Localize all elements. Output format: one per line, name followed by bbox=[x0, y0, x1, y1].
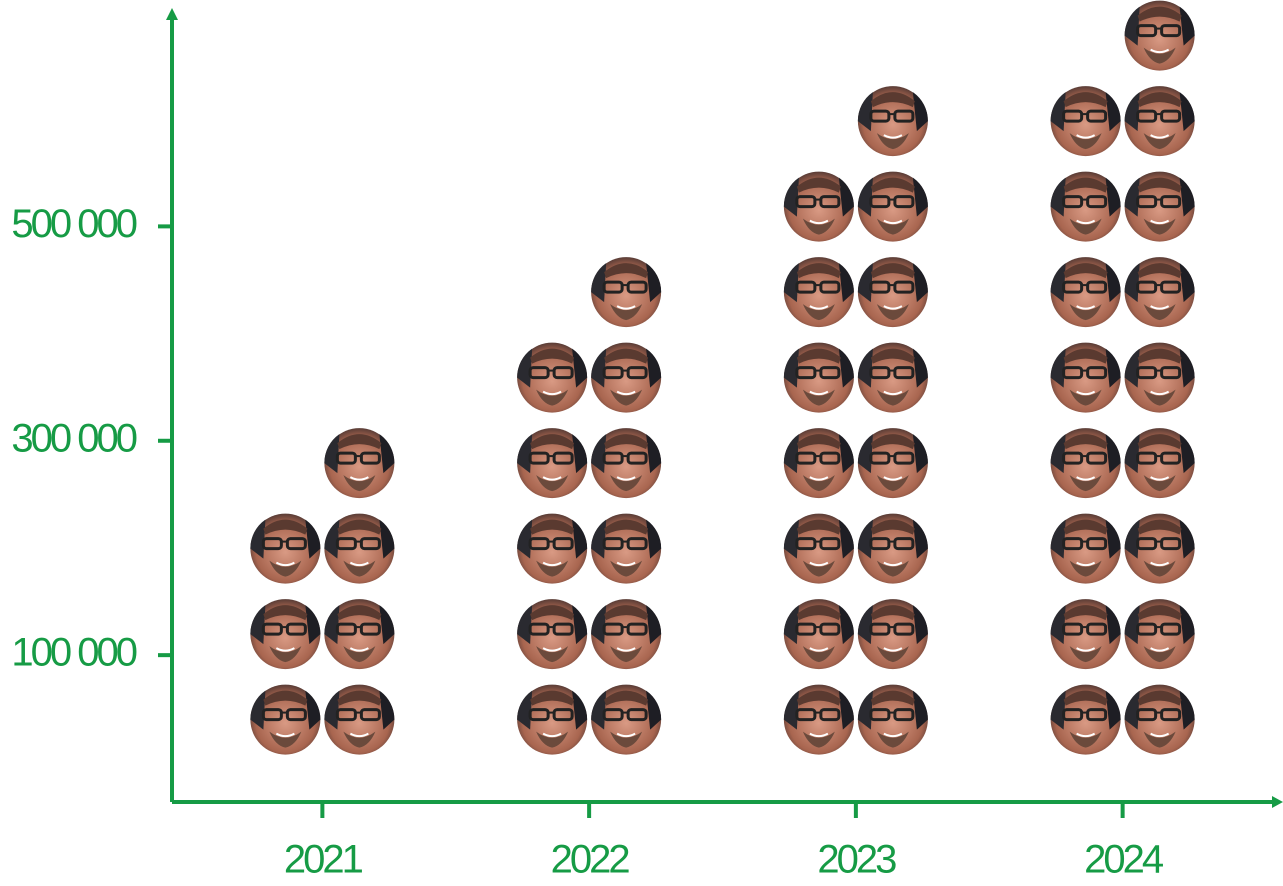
face-icon bbox=[248, 597, 322, 671]
face-icon bbox=[856, 683, 930, 757]
face-icon bbox=[856, 255, 930, 329]
face-icon bbox=[1049, 512, 1123, 586]
face-icon bbox=[856, 597, 930, 671]
face-icon bbox=[1123, 170, 1197, 244]
y-tick-label: 500 000 bbox=[11, 202, 136, 246]
icon-stack bbox=[248, 426, 396, 757]
icon-stack bbox=[515, 255, 663, 757]
face-icon bbox=[782, 426, 856, 500]
face-icon bbox=[515, 426, 589, 500]
x-tick-label: 2024 bbox=[1084, 838, 1164, 882]
face-icon bbox=[782, 683, 856, 757]
face-icon bbox=[1123, 426, 1197, 500]
x-tick-label: 2022 bbox=[551, 838, 630, 882]
x-axis-arrow bbox=[1272, 796, 1283, 808]
face-icon bbox=[589, 255, 663, 329]
face-icon bbox=[1049, 84, 1123, 158]
x-tick-label: 2023 bbox=[817, 838, 896, 882]
face-icon bbox=[1123, 0, 1197, 73]
face-icon bbox=[1123, 683, 1197, 757]
face-icon bbox=[589, 597, 663, 671]
face-icon bbox=[515, 512, 589, 586]
face-icon bbox=[1049, 426, 1123, 500]
face-icon bbox=[1123, 341, 1197, 415]
face-icon bbox=[1123, 597, 1197, 671]
face-icon bbox=[248, 683, 322, 757]
face-icon bbox=[589, 426, 663, 500]
face-icon bbox=[856, 426, 930, 500]
face-icon bbox=[1049, 341, 1123, 415]
face-icon bbox=[589, 341, 663, 415]
face-icon bbox=[322, 512, 396, 586]
face-icon bbox=[782, 341, 856, 415]
face-icon bbox=[1049, 683, 1123, 757]
face-icon bbox=[782, 170, 856, 244]
y-tick-label: 100 000 bbox=[11, 631, 136, 675]
x-tick-label: 2021 bbox=[284, 838, 363, 882]
face-icon bbox=[1049, 255, 1123, 329]
icon-stack bbox=[782, 84, 930, 757]
face-icon bbox=[248, 512, 322, 586]
face-icon bbox=[1049, 597, 1123, 671]
face-icon bbox=[856, 341, 930, 415]
face-icon bbox=[515, 341, 589, 415]
face-icon bbox=[322, 597, 396, 671]
face-icon bbox=[782, 597, 856, 671]
y-axis-arrow bbox=[166, 8, 178, 20]
face-icon bbox=[322, 683, 396, 757]
face-icon bbox=[515, 597, 589, 671]
face-icon bbox=[1049, 170, 1123, 244]
face-icon bbox=[1123, 255, 1197, 329]
face-icon bbox=[322, 426, 396, 500]
y-tick-label: 300 000 bbox=[11, 416, 136, 460]
face-icon bbox=[515, 683, 589, 757]
face-icon bbox=[1123, 512, 1197, 586]
face-icon bbox=[856, 512, 930, 586]
face-icon bbox=[856, 84, 930, 158]
face-icon bbox=[782, 512, 856, 586]
face-icon bbox=[589, 683, 663, 757]
face-icon bbox=[589, 512, 663, 586]
face-icon bbox=[782, 255, 856, 329]
face-icon bbox=[856, 170, 930, 244]
icon-stack bbox=[1049, 0, 1197, 757]
face-icon bbox=[1123, 84, 1197, 158]
